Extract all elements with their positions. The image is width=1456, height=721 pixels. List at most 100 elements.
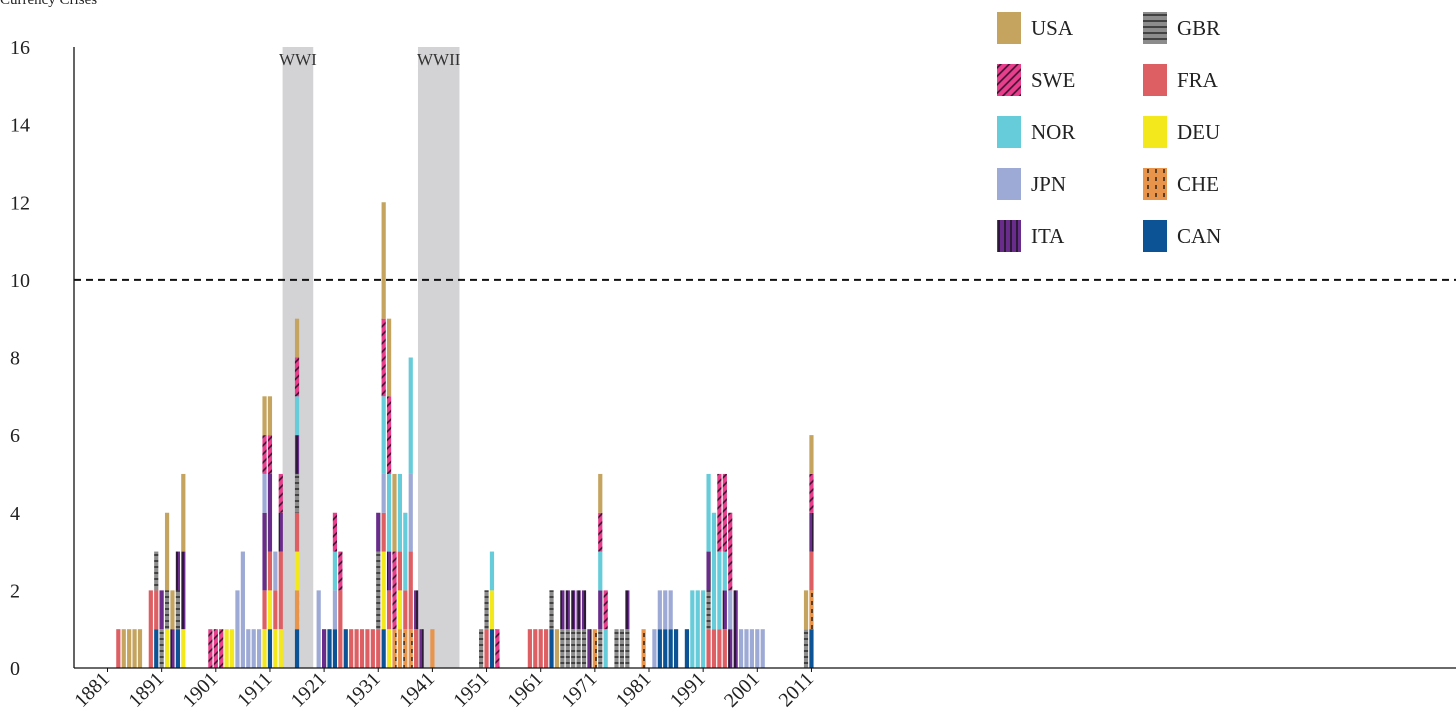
x-tick-label: 2011 (775, 668, 818, 711)
bar-can-1923: CAN 1923: 1 (332, 629, 338, 668)
bar-jpn-1996: JPN 1996: 1 (728, 590, 733, 630)
bar-nor-1937: NOR 1937: 3 (408, 357, 413, 474)
bar-usa-2010: USA 2010: 1 (803, 590, 809, 630)
bar-ita-1933: ITA 1933: 1 (386, 551, 392, 591)
bar-jpn-2002: JPN 2002: 1 (760, 629, 765, 668)
bar-ita-1996: ITA 1996: 1 (728, 629, 733, 668)
bar-che-2011: CHE 2011: 1 (809, 590, 814, 630)
bar-jpn-1983: JPN 1983: 1 (657, 590, 662, 630)
bar-swe-1923: SWE 1923: 1 (332, 512, 338, 552)
bar-swe-1994: SWE 1994: 2 (717, 473, 722, 552)
bar-swe-1953: SWE 1953: 1 (495, 629, 500, 668)
bar-ita-1894: ITA 1894: 1 (175, 551, 180, 591)
bar-gbr-1931: GBR 1931: 2 (376, 551, 381, 630)
bar-fra-1889: FRA 1889: 2 (148, 590, 153, 668)
legend-swatch (1143, 12, 1167, 44)
bar-ita-1893: ITA 1893: 1 (170, 629, 175, 668)
bar-fra-1916: FRA 1916: 1 (294, 512, 300, 552)
bar-fra-1937: FRA 1937: 2 (408, 551, 413, 630)
bar-fra-1951: FRA 1951: 1 (484, 629, 489, 668)
bar-usa-1933: USA 1933: 2 (386, 318, 392, 397)
war-band-label: WWII (417, 50, 461, 69)
legend-swatch (1143, 116, 1167, 148)
bar-che-1941: CHE 1941: 1 (430, 629, 435, 668)
x-tick-label: 1901 (178, 668, 222, 712)
legend-label: JPN (1031, 172, 1066, 196)
bar-usa-1884: USA 1884: 1 (121, 629, 126, 668)
bar-can-1890: CAN 1890: 1 (154, 629, 159, 668)
bar-swe-2011: SWE 2011: 1 (809, 473, 814, 513)
x-tick-label: 1981 (612, 668, 656, 712)
y-tick-label: 16 (10, 37, 30, 59)
bar-deu-1916: DEU 1916: 1 (294, 551, 300, 591)
bar-jpn-1982: JPN 1982: 1 (652, 629, 657, 668)
bar-ita-1931: ITA 1931: 1 (376, 512, 381, 552)
legend-label: CAN (1177, 224, 1221, 248)
bar-gbr-1969: GBR 1969: 1 (581, 629, 587, 668)
bar-usa-1886: USA 1886: 1 (132, 629, 137, 668)
legend-label: DEU (1177, 120, 1220, 144)
bar-ita-1997: ITA 1997: 2 (733, 590, 738, 668)
bar-usa-1972: USA 1972: 1 (598, 473, 603, 513)
x-tick-label: 1961 (503, 668, 547, 712)
y-axis-title: Currency Crises (0, 0, 98, 8)
bar-deu-1895: DEU 1895: 1 (181, 629, 186, 668)
bar-deu-1910: DEU 1910: 1 (262, 629, 267, 668)
x-tick-label: 1951 (449, 668, 493, 712)
legend-item-usa: USA (997, 12, 1074, 44)
bar-nor-1972: NOR 1972: 1 (598, 551, 603, 591)
bar-swe-1973: SWE 1973: 1 (603, 590, 608, 630)
bar-swe-1901: SWE 1901: 1 (213, 629, 218, 668)
bar-can-1922: CAN 1922: 1 (327, 629, 332, 668)
legend-item-fra: FRA (1143, 64, 1219, 96)
bar-fra-1993: FRA 1993: 1 (711, 629, 717, 668)
bar-gbr-1977: GBR 1977: 1 (625, 629, 630, 668)
bar-deu-1932: DEU 1932: 2 (381, 551, 386, 630)
bar-ita-1938: ITA 1938: 1 (414, 590, 419, 630)
legend-swatch (1143, 220, 1167, 252)
bar-fra-1994: FRA 1994: 1 (717, 629, 722, 668)
bar-jpn-1932: JPN 1932: 1 (381, 473, 386, 513)
bar-fra-1930: FRA 1930: 1 (370, 629, 375, 668)
bar-usa-1893: USA 1893: 1 (170, 590, 175, 630)
bar-jpn-1906: JPN 1906: 3 (240, 551, 245, 668)
bar-jpn-1999: JPN 1999: 1 (744, 629, 749, 668)
bar-fra-1938: FRA 1938: 1 (414, 629, 419, 668)
bar-ita-1967: ITA 1967: 1 (571, 590, 576, 630)
legend-item-swe: SWE (997, 64, 1075, 96)
y-tick-label: 6 (10, 425, 20, 447)
bar-nor-1932: NOR 1932: 2 (381, 396, 386, 474)
bar-usa-2011: USA 2011: 1 (809, 435, 814, 474)
bar-jpn-1907: JPN 1907: 1 (246, 629, 251, 668)
bar-fra-2011: FRA 2011: 1 (809, 551, 814, 591)
bar-fra-1929: FRA 1929: 1 (365, 629, 370, 668)
bar-can-1894: CAN 1894: 1 (175, 629, 180, 668)
bar-ita-1966: ITA 1966: 1 (565, 590, 570, 630)
bar-gbr-1965: GBR 1965: 1 (560, 629, 565, 668)
bar-gbr-1951: GBR 1951: 1 (484, 590, 489, 630)
bar-deu-1913: DEU 1913: 1 (278, 629, 283, 668)
x-tick-label: 1921 (287, 668, 331, 712)
bar-fra-1932: FRA 1932: 1 (381, 512, 386, 552)
bar-jpn-1910: JPN 1910: 1 (262, 473, 267, 513)
bar-swe-1996: SWE 1996: 2 (728, 512, 733, 591)
bar-che-1936: CHE 1936: 1 (403, 629, 408, 668)
bar-ita-1970: ITA 1970: 1 (587, 629, 592, 668)
legend-swatch (997, 220, 1021, 252)
bar-che-1934: CHE 1934: 1 (392, 629, 397, 668)
bar-nor-1995: NOR 1995: 1 (722, 551, 727, 591)
bar-ita-1968: ITA 1968: 1 (576, 590, 581, 630)
axes: 0 2 4 6 8 10 12 14 16 1881 1891 1901 1911 1921 1931 194… (10, 37, 1456, 712)
bar-jpn-1905: JPN 1905: 2 (235, 590, 240, 668)
legend-item-che: CHE (1143, 168, 1219, 200)
bar-ita-1995: ITA 1995: 1 (722, 590, 727, 630)
bar-ita-1921: ITA 1921: 1 (322, 629, 327, 668)
bar-jpn-1909: JPN 1909: 1 (257, 629, 262, 668)
bar-ita-1969: ITA 1969: 1 (581, 590, 587, 630)
bar-can-1952: CAN 1952: 1 (489, 629, 495, 668)
x-tick-label: 1891 (124, 668, 168, 712)
legend-swatch (997, 12, 1021, 44)
bar-gbr-1950: GBR 1950: 1 (479, 629, 484, 668)
bar-fra-1961: FRA 1961: 1 (538, 629, 543, 668)
bar-ita-1939: ITA 1939: 1 (419, 629, 424, 668)
